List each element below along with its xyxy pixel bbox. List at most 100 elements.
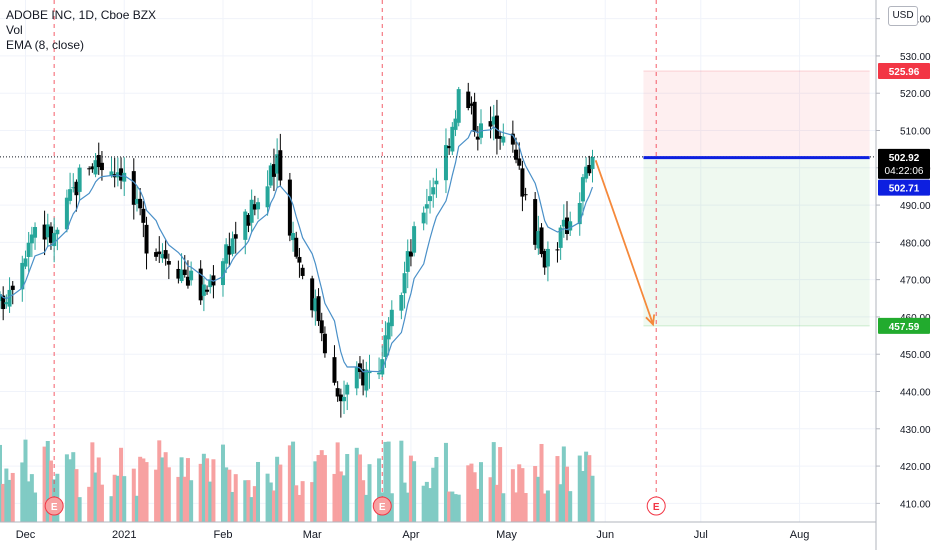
candle-body xyxy=(268,165,273,186)
candle-body xyxy=(354,366,359,389)
volume-bar xyxy=(68,459,73,522)
candle-body xyxy=(428,196,433,202)
volume-bar xyxy=(421,485,426,522)
candle-body xyxy=(4,302,9,305)
candle-body xyxy=(491,116,496,125)
volume-bar xyxy=(357,454,362,522)
volume-bar xyxy=(243,480,248,522)
volume-bar xyxy=(208,481,213,522)
volume-bar xyxy=(367,464,372,522)
candle-body xyxy=(545,248,550,267)
volume-bar xyxy=(383,441,388,522)
x-tick-label: Jul xyxy=(694,529,708,541)
volume-bar xyxy=(166,467,171,522)
volume-bar xyxy=(297,494,302,522)
volume-bar xyxy=(434,456,439,522)
candle-body xyxy=(185,276,190,286)
x-axis-background xyxy=(0,522,932,550)
volume-bar xyxy=(565,466,570,522)
earnings-marker[interactable] xyxy=(646,496,666,516)
target-zone xyxy=(643,157,870,326)
volume-bar xyxy=(265,473,270,522)
candle-body xyxy=(10,285,15,290)
volume-bar xyxy=(227,469,232,522)
volume-bar xyxy=(405,492,410,522)
x-tick-label: Apr xyxy=(402,529,419,541)
candle-body xyxy=(402,273,407,294)
volume-bar xyxy=(313,461,318,522)
earnings-marker-label: E xyxy=(653,502,660,513)
volume-bar xyxy=(517,464,522,522)
volume-bar xyxy=(115,475,120,522)
candle-body xyxy=(90,166,95,170)
volume-bar xyxy=(71,452,76,522)
candle-body xyxy=(520,168,525,197)
volume-bar xyxy=(491,442,496,522)
y-tick-label: 430.00 xyxy=(900,425,931,436)
candle-body xyxy=(584,166,589,179)
candle-body xyxy=(1,295,6,310)
volume-bar xyxy=(523,492,528,522)
volume-bar xyxy=(252,486,257,522)
candle-body xyxy=(377,372,382,375)
volume-bar xyxy=(332,473,337,522)
candle-body xyxy=(322,333,327,354)
candle-body xyxy=(443,145,448,181)
price-label-tag xyxy=(878,317,930,334)
volume-bar xyxy=(428,488,433,522)
candle-body xyxy=(361,369,366,386)
candle-body xyxy=(587,164,592,174)
volume-bar xyxy=(29,474,34,522)
candle-body xyxy=(412,226,417,253)
volume-bar xyxy=(176,476,181,522)
currency-button[interactable]: USD xyxy=(888,6,918,26)
candle-body xyxy=(542,250,547,268)
candle-body xyxy=(96,155,101,168)
candle-body xyxy=(138,198,143,209)
price-label-tag xyxy=(878,148,930,179)
candle-body xyxy=(342,396,347,402)
candle-body xyxy=(119,168,124,181)
earnings-marker[interactable] xyxy=(44,496,64,516)
volume-bar xyxy=(119,447,124,522)
candle-body xyxy=(434,180,439,185)
earnings-marker[interactable] xyxy=(372,496,392,516)
price-label-text: 502.71 xyxy=(889,184,920,195)
volume-bar xyxy=(364,494,369,522)
forecast-arrow-line[interactable] xyxy=(594,160,654,325)
price-label-text: 525.96 xyxy=(889,67,920,78)
volume-bar xyxy=(479,462,484,522)
candle-body xyxy=(345,384,350,395)
volume-bar xyxy=(501,493,506,522)
candle-body xyxy=(99,162,104,171)
chart-title: ADOBE INC, 1D, Cboe BZX xyxy=(6,8,157,22)
candle-body xyxy=(74,181,79,196)
x-tick-label: May xyxy=(496,529,517,541)
volume-bar xyxy=(271,490,276,522)
candle-body xyxy=(55,229,60,235)
volume-bar xyxy=(510,469,515,522)
x-tick-label: Jun xyxy=(596,529,614,541)
volume-bar xyxy=(224,467,229,522)
volume-bar xyxy=(275,456,280,522)
candle-body xyxy=(189,270,194,281)
price-label-tag xyxy=(878,62,930,79)
candle-body xyxy=(510,133,515,145)
volume-bar xyxy=(322,455,327,522)
ema-line xyxy=(0,126,594,373)
volume-bar xyxy=(431,467,436,522)
candle-body xyxy=(7,289,12,307)
candle-body xyxy=(233,234,238,239)
candle-body xyxy=(160,254,165,259)
volume-bar xyxy=(443,442,448,522)
y-tick-label: 490.00 xyxy=(900,201,931,212)
volume-bar xyxy=(514,492,519,522)
candle-body xyxy=(278,150,283,181)
candle-body xyxy=(134,198,139,204)
volume-bar xyxy=(316,455,321,522)
candle-body xyxy=(558,227,563,248)
candle-body xyxy=(367,370,372,374)
volume-bar xyxy=(122,476,127,522)
